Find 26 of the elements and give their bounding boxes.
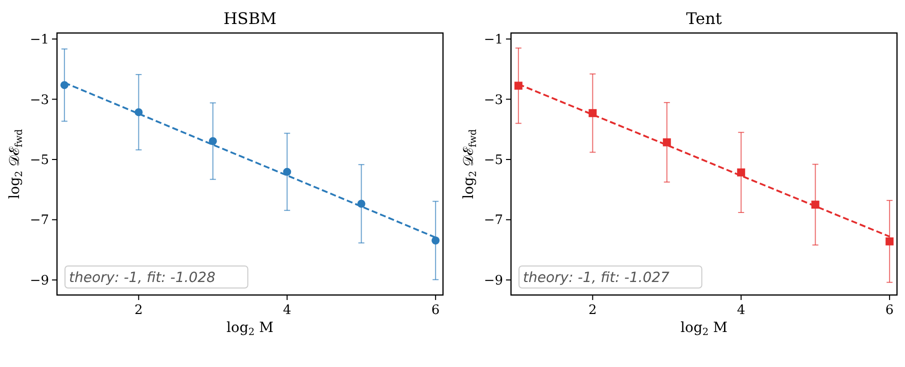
point xyxy=(208,137,217,146)
y-tick-label: −5 xyxy=(30,152,49,168)
x-tick-label: 2 xyxy=(588,303,597,318)
x-axis-title: log$_{2}$ M xyxy=(680,320,728,338)
y-tick-label: −3 xyxy=(30,92,49,108)
x-tick-label: 6 xyxy=(431,303,440,318)
x-tick-label: 6 xyxy=(885,303,894,318)
annotation: theory: -1, fit: -1.027 xyxy=(523,270,670,286)
x-tick-label: 4 xyxy=(736,303,746,318)
y-tick-label: −7 xyxy=(30,213,49,228)
x-tick-label: 2 xyxy=(134,303,143,318)
y-tick-label: −9 xyxy=(484,273,503,288)
y-tick-label: −9 xyxy=(30,273,49,288)
annotation: theory: -1, fit: -1.028 xyxy=(69,270,216,286)
y-tick-label: −3 xyxy=(484,92,503,108)
y-tick-label: −7 xyxy=(484,213,503,228)
x-axis-title: log$_{2}$ M xyxy=(226,320,274,338)
chart-title: Tent xyxy=(686,9,722,28)
point xyxy=(283,168,292,176)
chart-title: HSBM xyxy=(223,9,277,28)
y-tick-label: −1 xyxy=(30,32,49,48)
x-tick-label: 4 xyxy=(282,303,292,318)
point xyxy=(886,237,894,246)
y-tick-label: −1 xyxy=(484,32,503,48)
y-tick-label: −5 xyxy=(484,152,503,168)
point xyxy=(432,236,440,244)
